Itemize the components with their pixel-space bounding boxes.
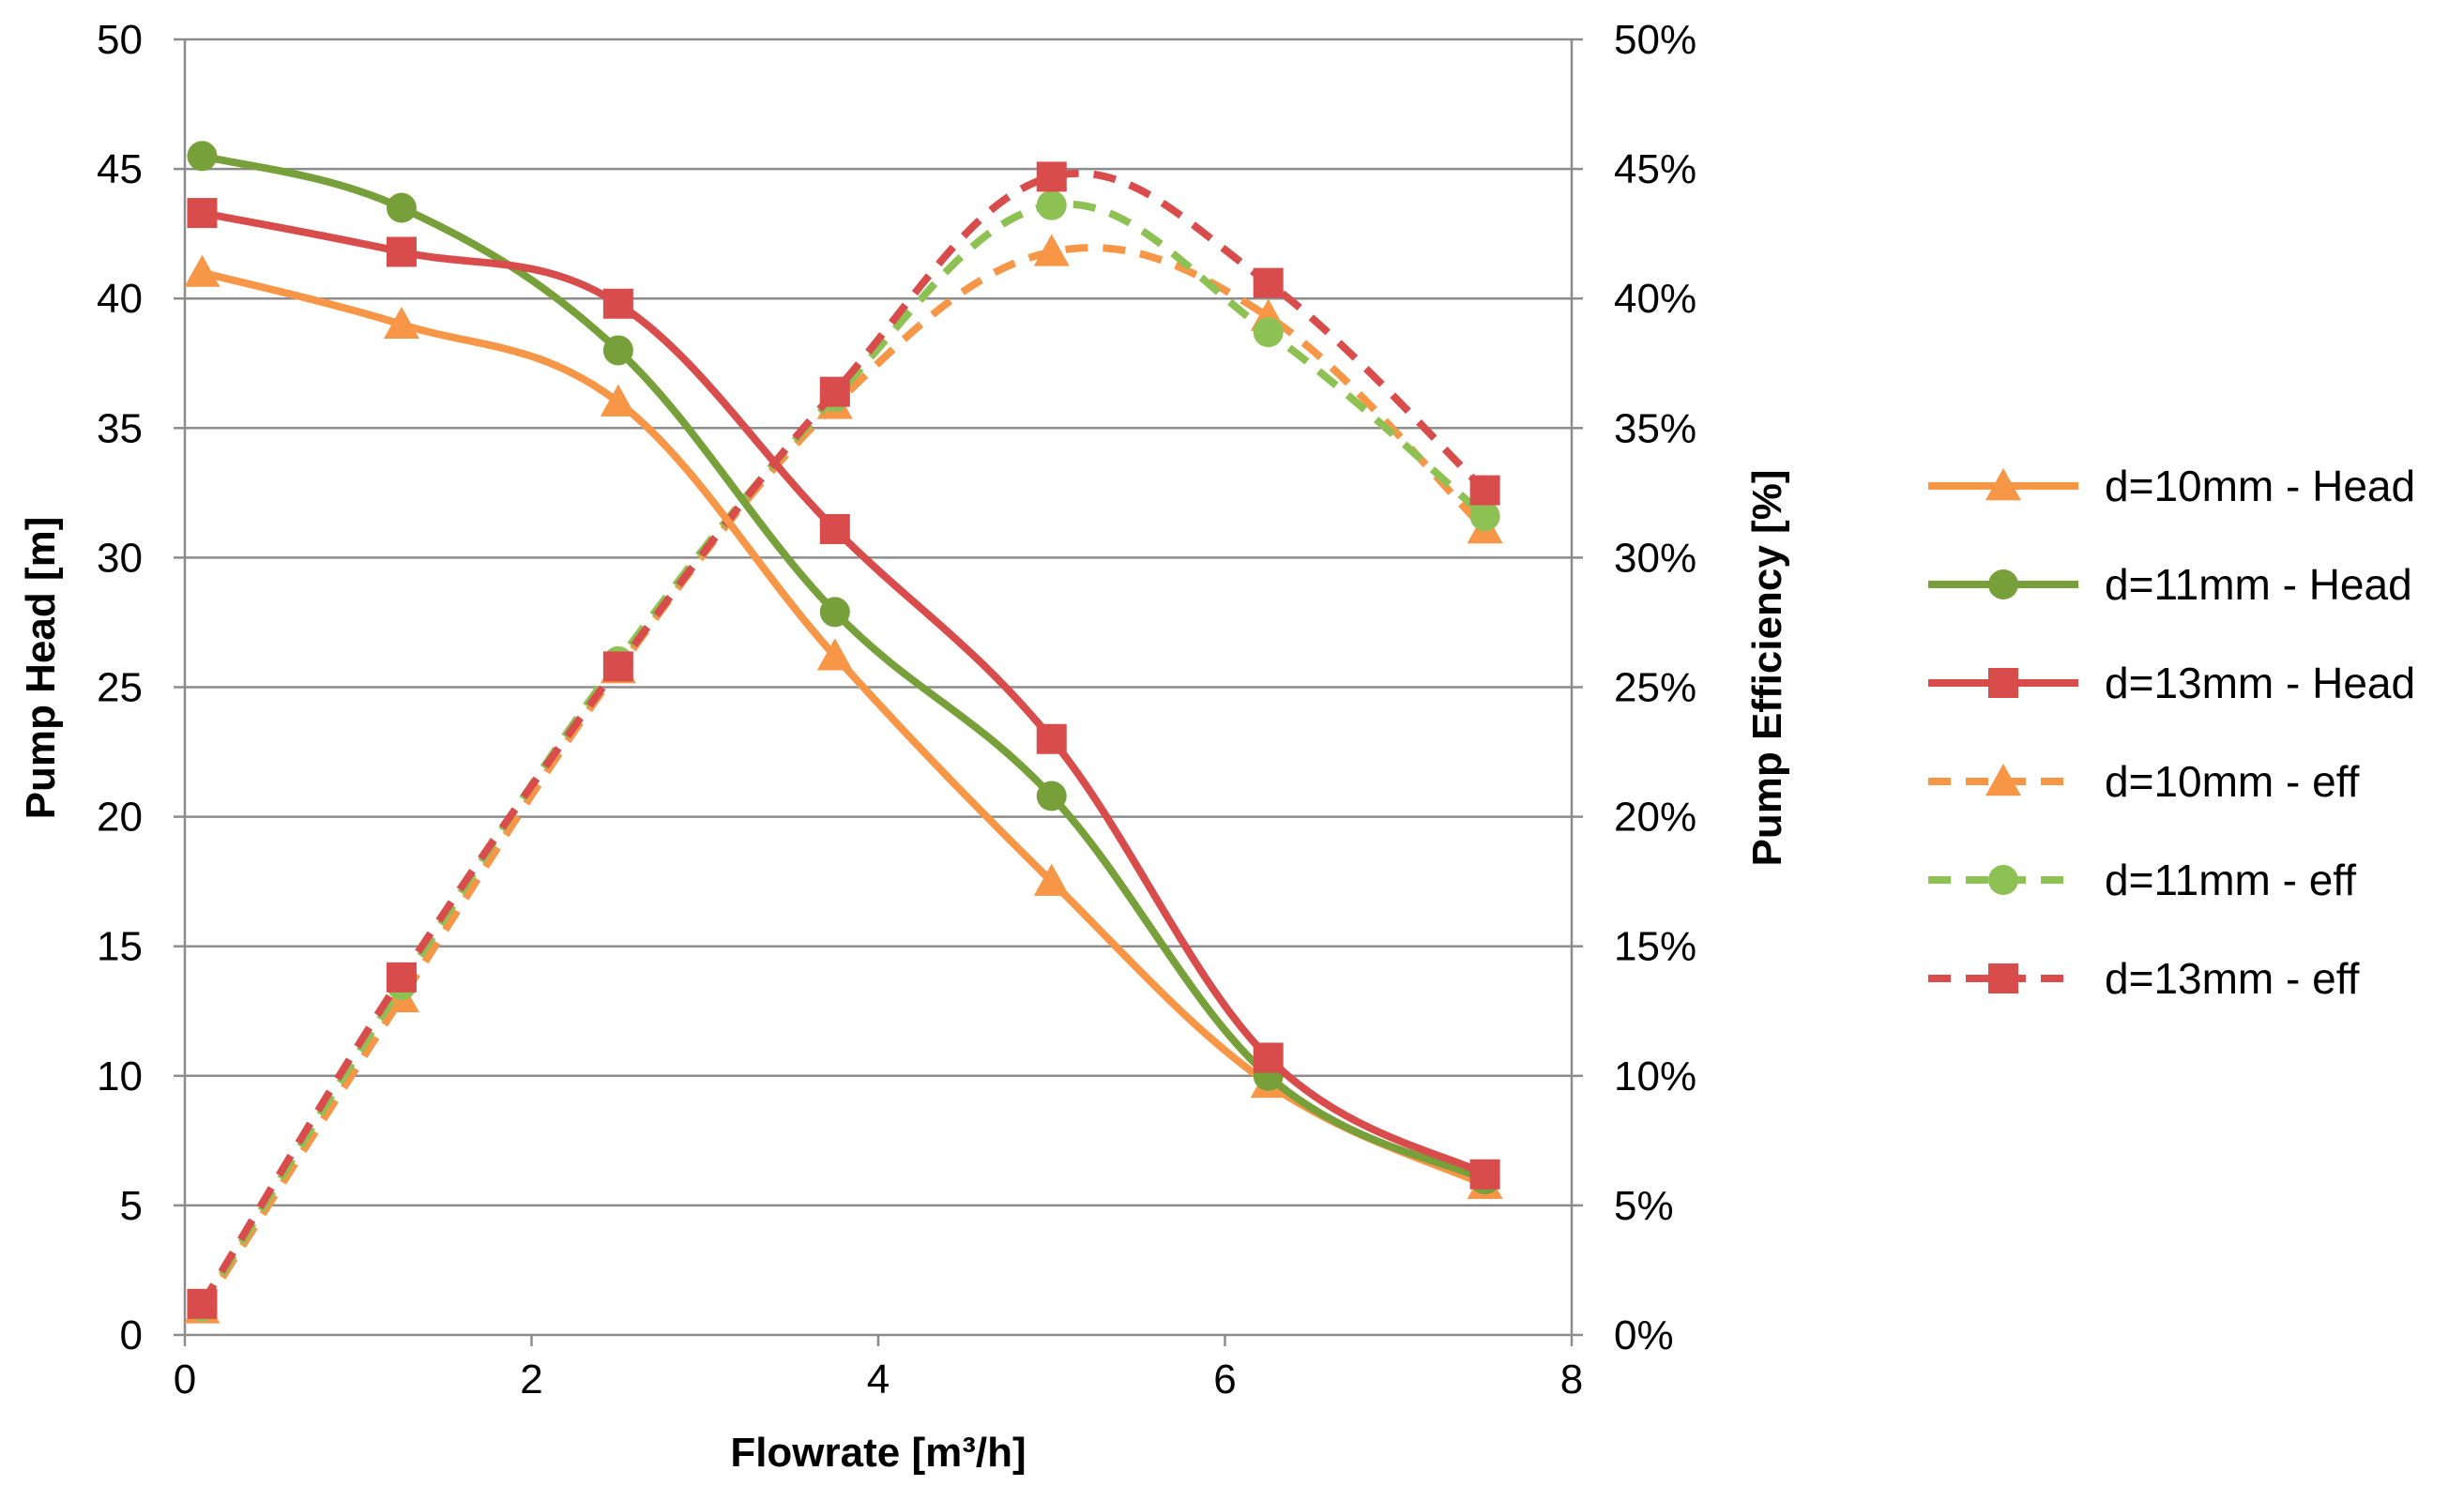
y2-tick-label: 15%: [1614, 924, 1696, 970]
x-tick-label: 2: [520, 1357, 542, 1402]
legend-label: d=13mm - Head: [2105, 659, 2415, 707]
legend-label: d=10mm - eff: [2105, 757, 2360, 806]
series-line: [199, 169, 1488, 1306]
legend-item: d=10mm - eff: [1928, 757, 2360, 806]
data-point: [816, 638, 853, 671]
legend-item: d=11mm - eff: [1928, 856, 2356, 904]
data-point: [1033, 863, 1070, 896]
x-tick-label: 6: [1213, 1357, 1236, 1402]
data-point: [819, 376, 850, 407]
data-point: [1253, 267, 1284, 298]
data-point: [386, 236, 417, 267]
x-axis-title: Flowrate [m³/h]: [730, 1430, 1026, 1476]
legend-marker: [1988, 963, 2018, 993]
series-layer: [184, 141, 1503, 1324]
y2-tick-label: 10%: [1614, 1054, 1696, 1099]
data-point: [187, 1288, 218, 1319]
legend-marker: [1985, 764, 2021, 796]
data-point: [1036, 723, 1067, 754]
legend-label: d=11mm - eff: [2105, 856, 2356, 904]
y-tick-label: 45: [97, 146, 143, 192]
y-axis-title: Pump Head [m]: [18, 517, 64, 820]
data-point: [1469, 475, 1500, 506]
legend-marker: [1988, 569, 2018, 599]
y2-tick-label: 25%: [1614, 665, 1696, 711]
y2-tick-label: 45%: [1614, 146, 1696, 192]
series-d-13mm-eff: [187, 161, 1500, 1319]
data-point: [602, 651, 633, 682]
legend-marker: [1988, 668, 2018, 698]
y-tick-label: 15: [97, 924, 143, 970]
y2-tick-label: 0%: [1614, 1312, 1674, 1358]
axes: 0 0%5 5%10 10%15 15%20 20%25 25%30 30%35 35%40 40…: [97, 17, 1696, 1402]
legend-label: d=10mm - Head: [2105, 462, 2415, 510]
y-tick-label: 50: [97, 17, 143, 63]
y2-axis-title: Pump Efficiency [%]: [1744, 470, 1790, 867]
y-tick-label: 35: [97, 405, 143, 451]
y-tick-label: 0: [120, 1312, 143, 1358]
data-point: [386, 192, 417, 223]
data-point: [600, 384, 636, 417]
y2-tick-label: 20%: [1614, 795, 1696, 841]
legend-item: d=11mm - Head: [1928, 560, 2412, 609]
data-point: [1469, 1159, 1500, 1190]
data-point: [1036, 781, 1067, 811]
data-point: [1036, 190, 1067, 220]
series-d-13mm-head: [187, 198, 1500, 1190]
y2-tick-label: 40%: [1614, 276, 1696, 322]
y-tick-label: 25: [97, 665, 143, 711]
data-point: [1253, 317, 1284, 348]
x-tick-label: 0: [174, 1357, 196, 1402]
legend: d=10mm - Head d=11mm - Head d=13mm - Head d…: [1928, 462, 2415, 1003]
data-point: [1033, 234, 1070, 266]
data-point: [386, 962, 417, 993]
legend-item: d=13mm - Head: [1928, 659, 2415, 707]
data-point: [819, 514, 850, 545]
data-point: [383, 306, 419, 340]
legend-marker: [1988, 865, 2018, 895]
legend-label: d=11mm - Head: [2105, 560, 2412, 609]
series-line: [198, 209, 1489, 1178]
legend-item: d=13mm - eff: [1928, 954, 2360, 1003]
data-point: [187, 198, 218, 229]
data-point: [602, 335, 633, 366]
y-tick-label: 20: [97, 795, 143, 841]
data-point: [1036, 161, 1067, 192]
series-line: [199, 200, 1488, 1309]
legend-marker: [1985, 468, 2021, 501]
legend-label: d=13mm - eff: [2105, 954, 2360, 1003]
series-d-11mm-eff: [187, 190, 1500, 1322]
y2-tick-label: 5%: [1614, 1183, 1674, 1229]
y-tick-label: 30: [97, 535, 143, 581]
x-tick-label: 4: [867, 1357, 890, 1402]
data-point: [819, 597, 850, 628]
y2-tick-label: 35%: [1614, 405, 1696, 451]
data-point: [184, 254, 221, 287]
y-tick-label: 5: [120, 1183, 143, 1229]
grid: [185, 38, 1572, 1337]
data-point: [1469, 501, 1500, 532]
data-point: [187, 141, 218, 172]
legend-item: d=10mm - Head: [1928, 462, 2415, 510]
y2-tick-label: 50%: [1614, 17, 1696, 63]
data-point: [1253, 1042, 1284, 1073]
y-tick-label: 40: [97, 276, 143, 322]
y-tick-label: 10: [97, 1054, 143, 1099]
data-point: [602, 288, 633, 319]
x-tick-label: 8: [1560, 1357, 1583, 1402]
series-line: [199, 244, 1488, 1311]
y2-tick-label: 30%: [1614, 535, 1696, 581]
